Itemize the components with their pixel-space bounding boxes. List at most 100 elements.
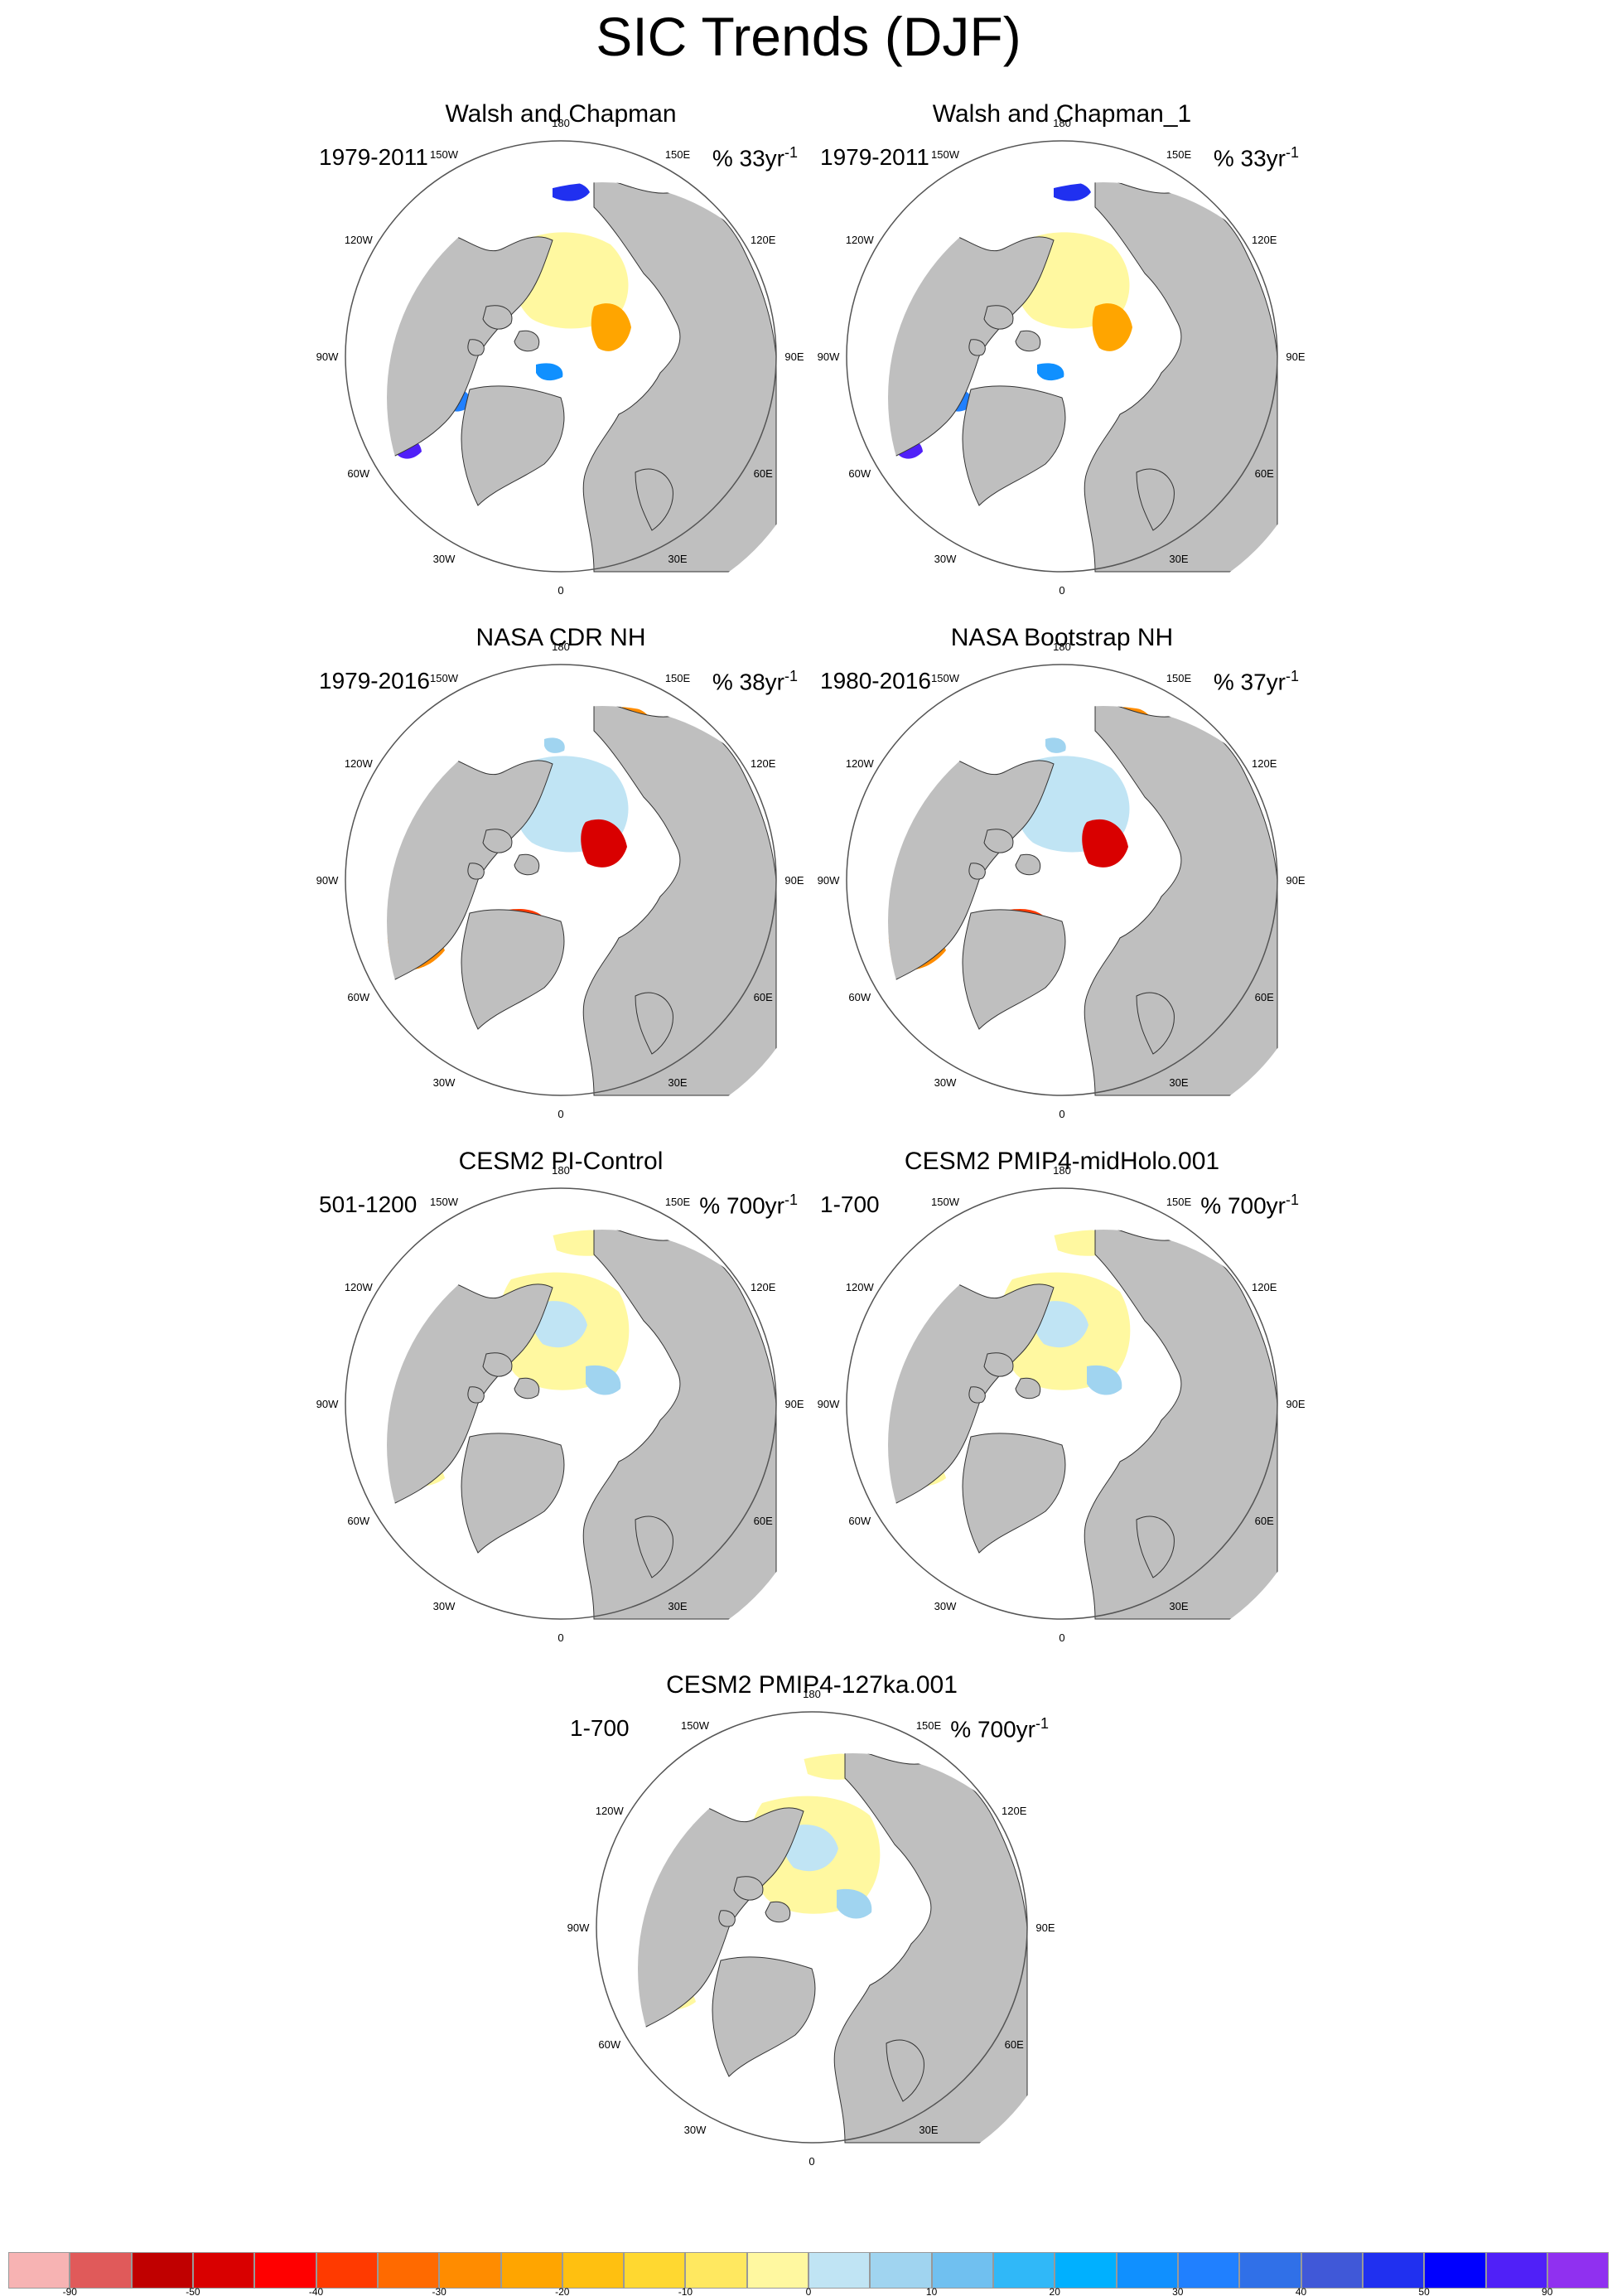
colorbar-cell — [746, 2252, 809, 2289]
colorbar-cell — [1362, 2252, 1425, 2289]
land-area — [514, 330, 540, 352]
longitude-label: 90E — [784, 1398, 804, 1410]
panel-years: 501-1200 — [319, 1192, 418, 1217]
colorbar-cell — [70, 2252, 132, 2289]
longitude-label: 90W — [818, 874, 840, 887]
sea-ice-trend-area — [1032, 1301, 1088, 1348]
longitude-label: 30W — [433, 553, 456, 565]
land-area — [461, 909, 565, 1030]
colorbar-cell — [1301, 2252, 1363, 2289]
panel-years: 1979-2011 — [319, 144, 428, 170]
colorbar-cell — [1177, 2252, 1240, 2289]
longitude-label: 0 — [558, 1108, 563, 1120]
land-area — [733, 1876, 764, 1901]
map-content — [387, 182, 777, 573]
longitude-label: 60E — [754, 467, 773, 480]
longitude-label: 120W — [345, 1281, 374, 1293]
longitude-label: 180 — [803, 1688, 821, 1700]
longitude-label: 60E — [1005, 2038, 1024, 2051]
panel-units-exponent: -1 — [1285, 668, 1299, 684]
map-border — [345, 664, 777, 1096]
longitude-label: 60E — [754, 1515, 773, 1527]
colorbar-cell — [192, 2252, 255, 2289]
colorbar-cell — [685, 2252, 747, 2289]
panel-units: % 700yr-1 — [950, 1710, 1049, 1743]
polar-map: 180 150E 120E 90E 60E 30E 0 30W 60W 90W 120W 150W — [316, 640, 804, 1120]
panel-years: 1979-2011 — [820, 144, 929, 170]
sea-ice-trend-area — [1087, 1365, 1122, 1395]
longitude-label: 90E — [784, 350, 804, 363]
land-area — [635, 468, 673, 531]
colorbar-label: 50 — [1418, 2286, 1430, 2296]
panel-years: 1-700 — [820, 1192, 880, 1217]
panel-units: % 33yr-1 — [712, 139, 798, 172]
longitude-label: 120W — [345, 757, 374, 770]
land-area — [962, 909, 1066, 1030]
longitude-label: 60W — [347, 1515, 369, 1527]
longitude-label: 120E — [1252, 1281, 1277, 1293]
longitude-label: 30E — [668, 1076, 687, 1089]
longitude-label: 90W — [316, 1398, 339, 1410]
map-panel: Walsh and Chapman_1 1979-2011% 33yr-1 180 1… — [805, 99, 1319, 613]
panel-units-text: % 33yr — [712, 145, 784, 172]
polar-map: 180 150E 120E 90E 60E 30E 0 30W 60W 90W 120W 150W — [818, 640, 1306, 1120]
longitude-label: 90E — [1035, 1921, 1055, 1934]
colorbar-cell — [624, 2252, 686, 2289]
longitude-label: 150W — [681, 1719, 710, 1732]
colorbar-cell — [131, 2252, 193, 2289]
land-area — [635, 992, 673, 1055]
panel-units-text: % 37yr — [1213, 669, 1286, 695]
colorbar-cell — [254, 2252, 316, 2289]
polar-map: 180 150E 120E 90E 60E 30E 0 30W 60W 90W 120W 150W — [567, 1688, 1055, 2168]
longitude-label: 120W — [846, 1281, 875, 1293]
colorbar-cell — [439, 2252, 501, 2289]
longitude-label: 150W — [931, 148, 960, 161]
colorbar-cell — [1547, 2252, 1610, 2289]
longitude-label: 30E — [668, 553, 687, 565]
map-border — [846, 140, 1278, 573]
longitude-label: 60E — [1255, 991, 1274, 1003]
sea-ice-trend-area — [1092, 303, 1132, 351]
colorbar-label: 90 — [1542, 2286, 1553, 2296]
longitude-label: 150E — [1166, 1196, 1192, 1208]
panel-units: % 700yr-1 — [699, 1187, 798, 1219]
longitude-label: 90W — [567, 1921, 590, 1934]
land-area — [962, 1433, 1066, 1554]
colorbar-cell — [1055, 2252, 1117, 2289]
land-area — [1136, 468, 1175, 531]
land-area — [1015, 330, 1041, 352]
land-area — [461, 385, 565, 506]
longitude-label: 30E — [1169, 1076, 1188, 1089]
longitude-label: 30E — [1169, 1600, 1188, 1612]
longitude-label: 90E — [784, 874, 804, 887]
panel-title: Walsh and Chapman — [445, 100, 677, 128]
colorbar-label: -40 — [309, 2286, 324, 2296]
colorbar-label: 40 — [1296, 2286, 1307, 2296]
map-content — [387, 1230, 777, 1620]
sea-ice-trend-area — [531, 1301, 587, 1348]
land-area — [635, 1515, 673, 1578]
sea-ice-trend-area — [837, 1888, 872, 1919]
colorbar-labels: -90 -50 -40 -30 -20 -10 0 10 20 30 40 50 90 — [63, 2286, 1553, 2296]
sea-ice-trend-area — [1037, 363, 1064, 381]
longitude-label: 0 — [1059, 584, 1064, 597]
colorbar-cell — [870, 2252, 932, 2289]
land-area — [718, 1910, 736, 1927]
land-area — [482, 1352, 513, 1377]
sea-ice-trend-area — [591, 303, 631, 351]
longitude-label: 120W — [345, 234, 374, 246]
longitude-label: 90W — [316, 350, 339, 363]
sea-ice-trend-area — [586, 1365, 621, 1395]
longitude-label: 0 — [558, 1631, 563, 1644]
longitude-label: 180 — [1053, 640, 1071, 653]
colorbar-cell — [1239, 2252, 1301, 2289]
longitude-label: 60E — [1255, 467, 1274, 480]
longitude-label: 150W — [430, 148, 459, 161]
map-panel: Walsh and Chapman 1979-2011 % 33yr-1 180 150… — [304, 99, 818, 613]
polar-map: 180 150E 120E 90E 60E 30E 0 30W 60W 90W 120W 150W — [316, 1164, 804, 1644]
longitude-label: 180 — [552, 1164, 570, 1177]
colorbar-label: 0 — [806, 2286, 812, 2296]
colorbar-cell — [993, 2252, 1055, 2289]
longitude-label: 0 — [558, 584, 563, 597]
land-area — [712, 1956, 816, 2077]
